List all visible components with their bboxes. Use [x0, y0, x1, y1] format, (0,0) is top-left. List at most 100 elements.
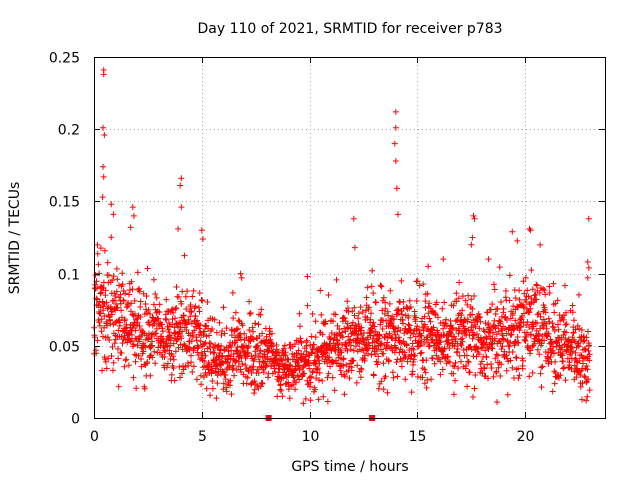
data-point — [147, 372, 154, 379]
data-point — [255, 321, 262, 328]
data-point — [102, 358, 109, 365]
data-point — [458, 312, 465, 319]
data-point — [412, 314, 419, 321]
data-point — [441, 299, 448, 306]
data-point — [213, 329, 220, 336]
data-point — [509, 228, 516, 235]
data-point — [227, 353, 234, 360]
data-point — [417, 342, 424, 349]
data-point — [315, 396, 322, 403]
data-point — [450, 302, 457, 309]
data-point — [546, 318, 553, 325]
data-point — [119, 270, 126, 277]
data-point — [245, 343, 252, 350]
data-point — [350, 357, 357, 364]
data-point — [541, 287, 548, 294]
data-point — [446, 359, 453, 366]
data-point — [111, 340, 118, 347]
data-point — [476, 314, 483, 321]
data-point — [459, 293, 466, 300]
data-point — [173, 283, 180, 290]
data-point — [128, 278, 135, 285]
x-tick-label: 0 — [90, 429, 99, 445]
data-point — [111, 297, 118, 304]
data-point — [417, 332, 424, 339]
data-point — [274, 393, 281, 400]
data-point — [418, 349, 425, 356]
data-point — [368, 351, 375, 358]
data-point — [514, 237, 521, 244]
plot-frame — [94, 57, 606, 419]
data-point — [553, 343, 560, 350]
data-point — [354, 362, 361, 369]
data-point — [422, 369, 429, 376]
data-point — [142, 344, 149, 351]
data-point — [586, 357, 593, 364]
data-point — [576, 357, 583, 364]
data-point — [584, 259, 591, 266]
data-point — [96, 270, 103, 277]
data-point — [551, 368, 558, 375]
data-point — [268, 363, 275, 370]
data-point — [414, 323, 421, 330]
data-point — [439, 354, 446, 361]
data-point — [305, 351, 312, 358]
data-point — [503, 317, 510, 324]
data-point — [244, 374, 251, 381]
data-point — [555, 375, 562, 382]
data-point — [584, 366, 591, 373]
data-point — [130, 374, 137, 381]
data-point — [176, 319, 183, 326]
data-point — [545, 330, 552, 337]
data-point — [142, 300, 149, 307]
data-point — [524, 329, 531, 336]
data-point — [231, 339, 238, 346]
data-point — [475, 351, 482, 358]
data-point — [208, 370, 215, 377]
data-point — [211, 350, 218, 357]
data-point — [585, 215, 592, 222]
data-point — [110, 273, 117, 280]
data-point — [462, 317, 469, 324]
data-point — [235, 317, 242, 324]
data-point — [538, 364, 545, 371]
data-point — [376, 332, 383, 339]
data-point — [473, 330, 480, 337]
data-point — [140, 348, 147, 355]
data-point — [580, 333, 587, 340]
data-point — [430, 324, 437, 331]
data-point — [574, 322, 581, 329]
data-point — [143, 292, 150, 299]
data-point — [550, 324, 557, 331]
data-point — [524, 287, 531, 294]
data-point — [544, 333, 551, 340]
data-point — [247, 310, 254, 317]
data-point — [560, 365, 567, 372]
data-point — [404, 358, 411, 365]
data-point — [316, 360, 323, 367]
data-point — [397, 327, 404, 334]
data-point — [127, 224, 134, 231]
data-point — [302, 395, 309, 402]
data-point — [113, 265, 120, 272]
data-point — [502, 313, 509, 320]
data-point — [480, 364, 487, 371]
data-point — [542, 309, 549, 316]
data-point — [551, 380, 558, 387]
data-point — [577, 383, 584, 390]
data-point — [468, 241, 475, 248]
data-point — [201, 358, 208, 365]
data-point — [156, 309, 163, 316]
data-point — [156, 301, 163, 308]
data-point — [114, 276, 121, 283]
data-point — [575, 343, 582, 350]
data-point — [464, 383, 471, 390]
data-point — [498, 361, 505, 368]
data-point — [392, 108, 399, 115]
data-point — [471, 331, 478, 338]
data-point — [515, 339, 522, 346]
data-point — [245, 368, 252, 375]
data-point — [101, 247, 108, 254]
data-point — [250, 336, 257, 343]
data-point — [144, 310, 151, 317]
